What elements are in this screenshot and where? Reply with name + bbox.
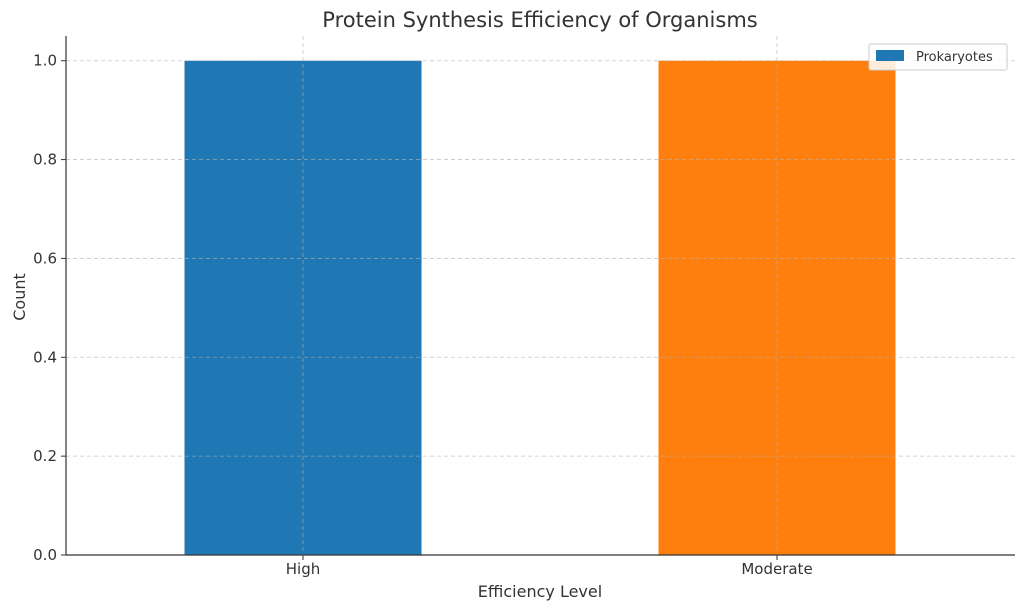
y-ticks: 0.0 0.2 0.4 0.6 0.8 1.0 xyxy=(33,52,66,564)
axes xyxy=(65,36,1015,556)
x-ticks: High Moderate xyxy=(286,555,813,578)
x-tick-label-high: High xyxy=(286,560,320,578)
chart-title: Protein Synthesis Efficiency of Organism… xyxy=(322,8,757,32)
y-tick-label: 0.2 xyxy=(33,447,57,465)
y-tick-label: 0.4 xyxy=(33,348,57,366)
y-tick-label: 0.0 xyxy=(33,546,57,564)
y-tick-label: 1.0 xyxy=(33,52,57,70)
grid xyxy=(66,36,1015,555)
x-axis-title: Efficiency Level xyxy=(478,582,602,601)
legend-label-prokaryotes: Prokaryotes xyxy=(916,50,993,65)
legend-swatch-prokaryotes xyxy=(876,50,904,61)
legend: Prokaryotes xyxy=(868,43,1008,71)
y-axis-title: Count xyxy=(10,273,29,321)
y-tick-label: 0.6 xyxy=(33,249,57,267)
y-tick-label: 0.8 xyxy=(33,151,57,169)
x-tick-label-moderate: Moderate xyxy=(741,560,812,578)
